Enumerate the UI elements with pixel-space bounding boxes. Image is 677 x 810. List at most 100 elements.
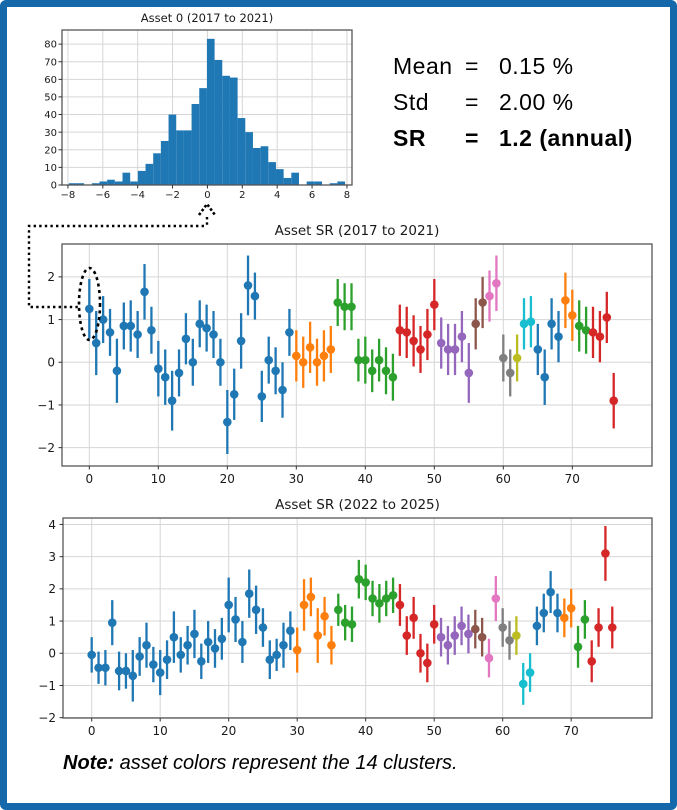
asset-point [195,300,205,348]
tick-labels: 0 10 20 30 40 50 60 70 −2 −1 0 1 2 3 4 [38,518,579,738]
svg-text:4: 4 [274,190,280,201]
svg-text:3: 3 [48,550,56,564]
asset-point [505,349,515,397]
asset-point [561,272,570,329]
asset-point [423,643,432,683]
asset-point [505,621,514,660]
histogram-bar [252,148,261,185]
note-prefix: Note: [63,752,115,774]
histogram-bar [137,170,146,185]
asset-point [238,621,247,663]
asset-point [327,625,336,665]
histogram-bar [283,177,292,185]
asset-point [457,606,466,646]
asset-point [162,640,172,680]
histogram-bar [206,38,215,185]
asset-point [568,289,577,341]
asset-point [133,311,142,358]
svg-text:2: 2 [47,270,55,284]
svg-text:6: 6 [309,190,315,201]
asset-point [94,651,103,684]
asset-point [464,343,474,403]
asset-point [229,368,239,420]
asset-point [554,311,563,363]
asset-point [409,315,418,367]
asset-point [223,390,232,455]
histogram-bar [107,179,115,185]
histogram-bar [68,183,77,185]
svg-text:4: 4 [48,518,56,532]
svg-text:20: 20 [44,145,57,156]
asset-point [244,569,254,618]
svg-text:30: 30 [289,472,304,486]
asset-point [540,349,550,405]
histogram-bar [130,181,138,185]
asset-point [436,617,446,657]
histogram-bar [275,169,284,185]
svg-text:−1: −1 [38,679,56,693]
histogram-bar [153,153,161,185]
svg-text:40: 40 [358,472,373,486]
asset-point [532,606,542,646]
asset-point [169,611,179,663]
asset-point [258,608,268,647]
asset-point [395,304,405,356]
svg-text:0: 0 [86,472,94,486]
histogram-bar [99,181,108,185]
asset-point [340,283,349,331]
asset-point [512,616,521,655]
histogram-bars [68,38,346,186]
asset-point [499,334,508,382]
asset-point [381,347,391,395]
asset-point [573,625,583,668]
svg-text:2: 2 [48,582,56,596]
asset-point [292,330,301,382]
histogram-bar [122,172,131,185]
asset-point [188,338,198,386]
asset-point [484,638,494,678]
asset-point [354,338,363,382]
histogram-bar [291,172,299,185]
histogram-bar [91,183,100,185]
svg-text:50: 50 [427,472,442,486]
asset-point [588,306,598,358]
asset-point [457,311,467,363]
asset-point [340,604,350,641]
asset-point [581,306,591,354]
svg-text:20: 20 [220,472,235,486]
asset-point [128,650,138,702]
asset-point [326,325,336,373]
asset-point [121,653,131,689]
histogram-bar [191,103,200,185]
histogram-bar [329,183,338,185]
asset-point [224,577,233,633]
asset-point [243,255,253,316]
histogram-bar [260,146,269,185]
asset-point [450,323,460,376]
figure-note: Note: asset colors represent the 14 clus… [63,752,458,775]
asset-point [119,302,129,350]
asset-point [265,640,275,680]
sr-2022-plot: 0 10 20 30 40 50 60 70 −2 −1 0 1 2 3 4 Asset SR (2022 t… [38,497,653,738]
asset-point [333,593,343,626]
tick-labels: 0 10 20 30 40 50 60 70 −2 −1 0 1 2 [37,270,580,486]
plot-title: Asset 0 (2017 to 2021) [141,11,273,25]
stat-label: SR [393,125,426,151]
svg-text:1: 1 [48,614,56,628]
stat-label: Mean [393,53,453,79]
asset-point [485,270,494,322]
asset-point [176,637,186,673]
svg-text:20: 20 [221,724,236,738]
asset-point [271,347,280,395]
asset-point [402,306,412,358]
asset-point [423,308,432,361]
asset-point [98,296,108,344]
svg-text:70: 70 [44,57,57,68]
asset-point [436,317,446,369]
asset-point [107,600,117,646]
histogram-bar [214,59,223,186]
asset-point [140,264,149,320]
asset-point [147,306,156,354]
asset-point [292,627,302,673]
